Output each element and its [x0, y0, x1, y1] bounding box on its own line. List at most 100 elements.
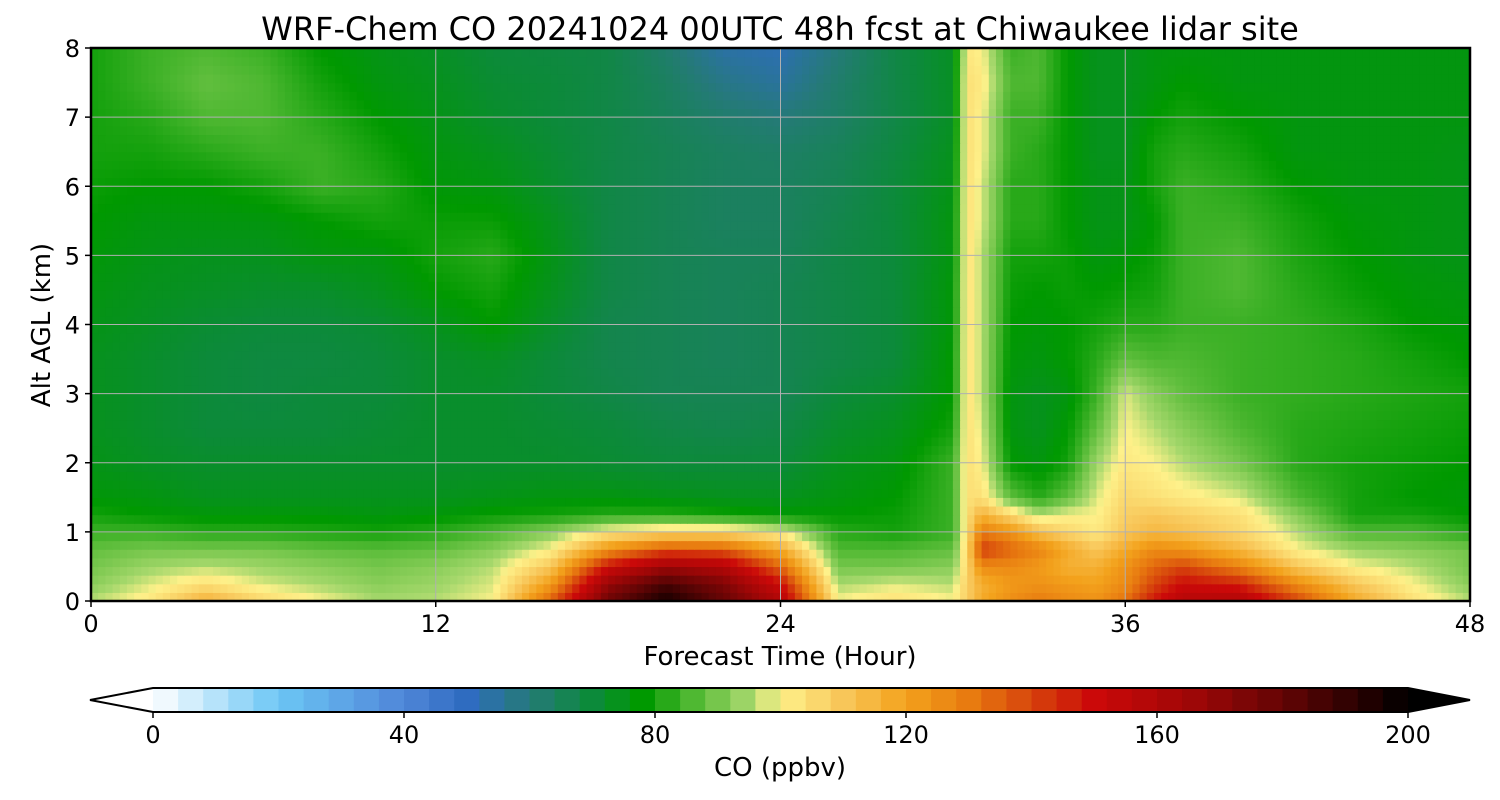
heatmap-cell — [213, 384, 221, 395]
heatmap-cell — [1347, 445, 1356, 455]
heatmap-cell — [1024, 505, 1033, 516]
heatmap-cell — [916, 566, 925, 576]
heatmap-cell — [1276, 505, 1284, 516]
heatmap-cell — [952, 531, 961, 542]
heatmap-cell — [306, 462, 315, 472]
heatmap-cell — [1067, 566, 1076, 576]
heatmap-cell — [1024, 488, 1033, 498]
heatmap-cell — [1426, 531, 1435, 542]
heatmap-cell — [1319, 514, 1327, 524]
heatmap-cell — [1283, 540, 1292, 550]
heatmap-cell — [234, 393, 243, 403]
heatmap-cell — [306, 480, 315, 490]
heatmap-cell — [981, 384, 990, 395]
heatmap-cell — [277, 592, 286, 602]
heatmap-cell — [521, 419, 530, 429]
heatmap-cell — [292, 497, 300, 507]
heatmap-cell — [191, 419, 200, 429]
heatmap-cell — [1311, 497, 1320, 507]
heatmap-cell — [802, 436, 810, 447]
heatmap-cell — [579, 566, 588, 576]
heatmap-cell — [1110, 376, 1119, 386]
heatmap-cell — [1031, 445, 1040, 455]
heatmap-cell — [938, 419, 947, 429]
heatmap-cell — [1189, 393, 1198, 403]
heatmap-cell — [486, 540, 494, 550]
heatmap-cell — [1168, 566, 1177, 576]
heatmap-cell — [1139, 566, 1148, 576]
heatmap-cell — [744, 557, 753, 568]
heatmap-cell — [766, 514, 774, 524]
heatmap-cell — [1182, 462, 1191, 472]
heatmap-cell — [335, 384, 343, 395]
heatmap-cell — [450, 575, 458, 585]
heatmap-cell — [1376, 419, 1385, 429]
heatmap-cell — [1240, 402, 1248, 412]
heatmap-cell — [780, 523, 789, 533]
heatmap-cell — [1283, 419, 1292, 429]
heatmap-cell — [213, 480, 221, 490]
heatmap-cell — [679, 480, 688, 490]
heatmap-cell — [1455, 454, 1464, 464]
heatmap-cell — [1118, 488, 1126, 498]
heatmap-cell — [450, 549, 458, 559]
heatmap-cell — [177, 488, 185, 498]
heatmap-cell — [938, 436, 947, 447]
heatmap-cell — [356, 557, 365, 568]
heatmap-cell — [974, 531, 983, 542]
heatmap-cell — [988, 557, 997, 568]
heatmap-cell — [227, 497, 236, 507]
heatmap-cell — [1175, 549, 1184, 559]
heatmap-cell — [521, 445, 530, 455]
heatmap-cell — [1426, 419, 1435, 429]
heatmap-cell — [277, 410, 286, 421]
heatmap-cell — [1211, 557, 1220, 568]
heatmap-cell — [126, 462, 135, 472]
heatmap-cell — [249, 454, 257, 464]
heatmap-cell — [1060, 583, 1069, 593]
heatmap-cell — [249, 557, 257, 568]
heatmap-cell — [1268, 376, 1277, 386]
heatmap-cell — [1441, 428, 1450, 438]
heatmap-cell — [277, 531, 286, 542]
heatmap-cell — [730, 549, 738, 559]
heatmap-cell — [442, 531, 451, 542]
heatmap-cell — [895, 575, 904, 585]
heatmap-cell — [378, 549, 387, 559]
heatmap-cell — [500, 480, 509, 490]
heatmap-cell — [859, 549, 868, 559]
heatmap-cell — [155, 454, 164, 464]
heatmap-cell — [758, 514, 767, 524]
heatmap-cell — [313, 454, 322, 464]
heatmap-cell — [493, 575, 501, 585]
heatmap-cell — [687, 488, 695, 498]
heatmap-cell — [385, 488, 394, 498]
heatmap-cell — [579, 428, 588, 438]
heatmap-cell — [493, 488, 501, 498]
heatmap-cell — [1304, 445, 1313, 455]
heatmap-cell — [730, 436, 738, 447]
heatmap-cell — [493, 454, 501, 464]
heatmap-cell — [679, 436, 688, 447]
heatmap-cell — [1347, 384, 1356, 395]
heatmap-cell — [629, 419, 638, 429]
heatmap-cell — [687, 514, 695, 524]
heatmap-cell — [277, 505, 286, 516]
heatmap-cell — [859, 436, 868, 447]
heatmap-cell — [342, 480, 351, 490]
heatmap-cell — [299, 462, 308, 472]
heatmap-cell — [701, 384, 710, 395]
heatmap-cell — [306, 454, 315, 464]
heatmap-cell — [1319, 523, 1327, 533]
heatmap-cell — [457, 402, 466, 412]
heatmap-cell — [328, 410, 336, 421]
heatmap-cell — [658, 428, 667, 438]
heatmap-cell — [1046, 514, 1055, 524]
heatmap-cell — [529, 384, 537, 395]
heatmap-cell — [342, 376, 351, 386]
heatmap-cell — [1261, 454, 1270, 464]
heatmap-cell — [507, 592, 516, 602]
heatmap-cell — [277, 514, 286, 524]
heatmap-cell — [909, 583, 918, 593]
heatmap-cell — [155, 445, 164, 455]
